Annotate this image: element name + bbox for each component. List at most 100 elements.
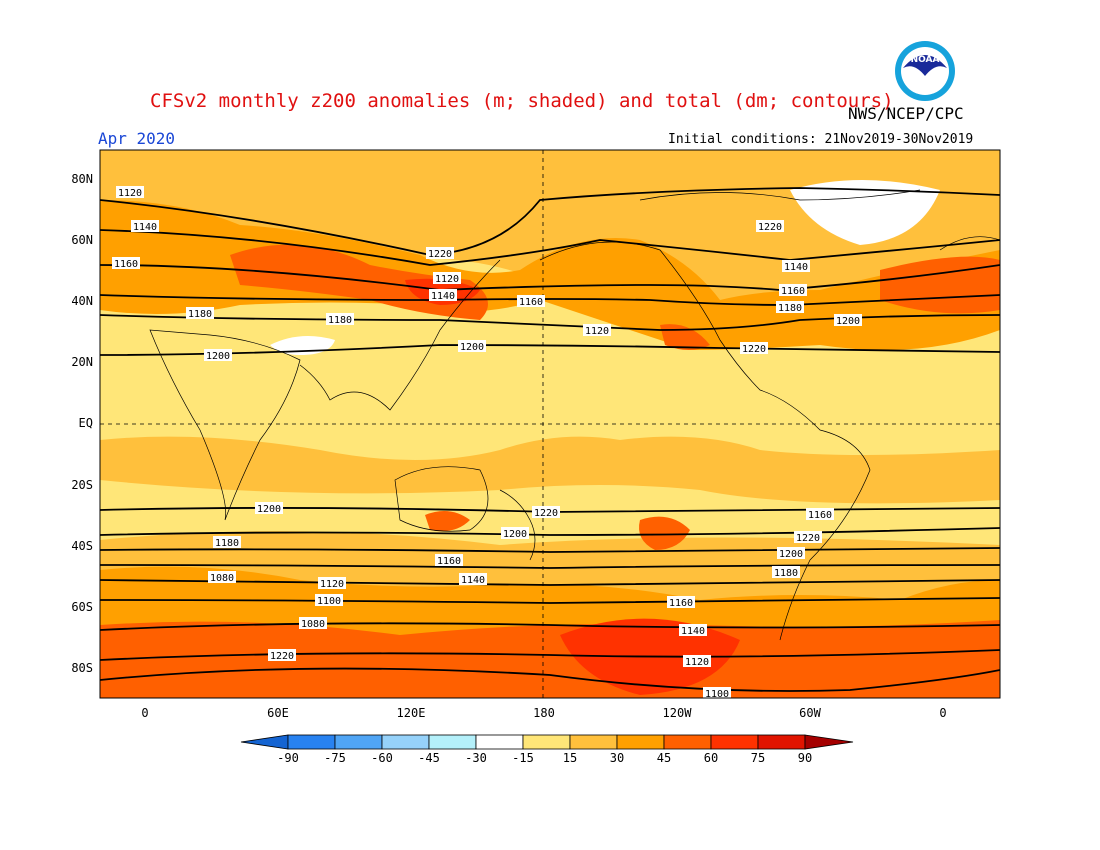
svg-text:1120: 1120 — [435, 274, 459, 285]
contour-label: 1160 — [667, 596, 695, 609]
contour-label: 1180 — [776, 301, 804, 314]
colorbar-swatch — [616, 734, 665, 750]
colorbar-swatch — [663, 734, 712, 750]
contour-labels: 1120 1140 1160 1180 1200 1220 1120 1140 1160 1180… — [112, 186, 862, 698]
contour-label: 1220 — [740, 342, 768, 355]
colorbar-arrow-high — [804, 734, 854, 750]
colorbar-swatch — [475, 734, 524, 750]
colorbar-swatch — [428, 734, 477, 750]
lat-tick-label: 20N — [71, 355, 93, 369]
svg-text:1180: 1180 — [188, 309, 212, 320]
contour-label: 1140 — [782, 260, 810, 273]
colorbar-tick-label: -45 — [418, 751, 440, 765]
svg-text:1200: 1200 — [206, 351, 230, 362]
contour-label: 1160 — [779, 284, 807, 297]
svg-text:1080: 1080 — [210, 573, 234, 584]
colorbar-tick-label: 30 — [609, 751, 625, 765]
colorbar-swatch — [287, 734, 336, 750]
anomaly-shading-greenland-neutral — [790, 180, 940, 245]
contour-label: 1120 — [433, 272, 461, 285]
colorbar-tick-label: 90 — [797, 751, 813, 765]
contour-label: 1140 — [459, 573, 487, 586]
colorbar-swatch — [522, 734, 571, 750]
contour-label: 1200 — [501, 527, 529, 540]
colorbar — [240, 734, 854, 750]
coastlines — [149, 189, 1000, 641]
lat-tick-label: 40S — [71, 539, 93, 553]
colorbar-tick-label: 60 — [703, 751, 719, 765]
svg-text:1180: 1180 — [778, 303, 802, 314]
anomaly-shading-north-45 — [100, 200, 1000, 350]
svg-text:1160: 1160 — [669, 598, 693, 609]
colorbar-swatch — [757, 734, 806, 750]
svg-text:1220: 1220 — [270, 651, 294, 662]
map-frame — [99, 149, 1001, 699]
noaa-logo-text: NOAA — [911, 55, 940, 65]
svg-text:1160: 1160 — [519, 297, 543, 308]
svg-text:1120: 1120 — [118, 188, 142, 199]
svg-text:1220: 1220 — [534, 508, 558, 519]
contour-label: 1180 — [326, 313, 354, 326]
colorbar-swatch — [710, 734, 759, 750]
contour-label: 1080 — [299, 617, 327, 630]
contour-label: 1160 — [112, 257, 140, 270]
contour-label: 1160 — [435, 554, 463, 567]
contour-label: 1080 — [208, 571, 236, 584]
noaa-logo-icon: NOAA — [895, 41, 955, 101]
lon-tick-label: 60E — [267, 706, 289, 720]
contour-label: 1120 — [116, 186, 144, 199]
colorbar-arrow-low — [240, 734, 289, 750]
contour-label: 1180 — [213, 536, 241, 549]
svg-text:1200: 1200 — [257, 504, 281, 515]
contour-label: 1140 — [429, 289, 457, 302]
svg-text:1200: 1200 — [779, 549, 803, 560]
contour-label: 1220 — [532, 506, 560, 519]
contour-label: 1120 — [683, 655, 711, 668]
colorbar-tick-label: 75 — [750, 751, 766, 765]
colorbar-tick-label: 45 — [656, 751, 672, 765]
lon-tick-label: 120E — [396, 706, 426, 720]
svg-text:1200: 1200 — [836, 316, 860, 327]
colorbar-tick-label: -15 — [512, 751, 534, 765]
lon-tick-label: 0 — [141, 706, 149, 720]
contour-label: 1200 — [255, 502, 283, 515]
svg-text:1200: 1200 — [503, 529, 527, 540]
contour-label: 1220 — [756, 220, 784, 233]
svg-text:1140: 1140 — [431, 291, 455, 302]
lon-tick-label: 180 — [533, 706, 555, 720]
lat-tick-label: 20S — [71, 478, 93, 492]
svg-text:1080: 1080 — [301, 619, 325, 630]
svg-text:1160: 1160 — [781, 286, 805, 297]
svg-text:1220: 1220 — [758, 222, 782, 233]
contour-label: 1200 — [458, 340, 486, 353]
lon-tick-label: 120W — [662, 706, 692, 720]
contour-label: 1200 — [834, 314, 862, 327]
contour-label: 1220 — [426, 247, 454, 260]
svg-text:1220: 1220 — [428, 249, 452, 260]
svg-text:1140: 1140 — [461, 575, 485, 586]
contour-label: 1100 — [315, 594, 343, 607]
lon-tick-label: 0 — [939, 706, 947, 720]
lat-tick-label: EQ — [78, 416, 93, 430]
colorbar-tick-label: -75 — [324, 751, 346, 765]
anomaly-shading-north-60 — [230, 244, 488, 320]
lat-tick-label: 80N — [71, 172, 93, 186]
anomaly-shading-pacific-60 — [639, 516, 690, 550]
colorbar-swatch — [569, 734, 618, 750]
svg-text:1120: 1120 — [585, 326, 609, 337]
lat-tick-label: 60N — [71, 233, 93, 247]
contour-label: 1200 — [204, 349, 232, 362]
lat-tick-label: 80S — [71, 661, 93, 675]
contour-label: 1100 — [703, 687, 731, 698]
svg-text:1120: 1120 — [320, 579, 344, 590]
colorbar-swatch — [381, 734, 430, 750]
colorbar-tick-label: -90 — [277, 751, 299, 765]
anomaly-shading-australia-60 — [425, 511, 470, 532]
svg-text:1140: 1140 — [784, 262, 808, 273]
svg-text:1140: 1140 — [133, 222, 157, 233]
svg-text:1160: 1160 — [114, 259, 138, 270]
colorbar-tick-label: 15 — [562, 751, 578, 765]
contour-label: 1220 — [268, 649, 296, 662]
anomaly-shading-south-60 — [100, 620, 1000, 698]
